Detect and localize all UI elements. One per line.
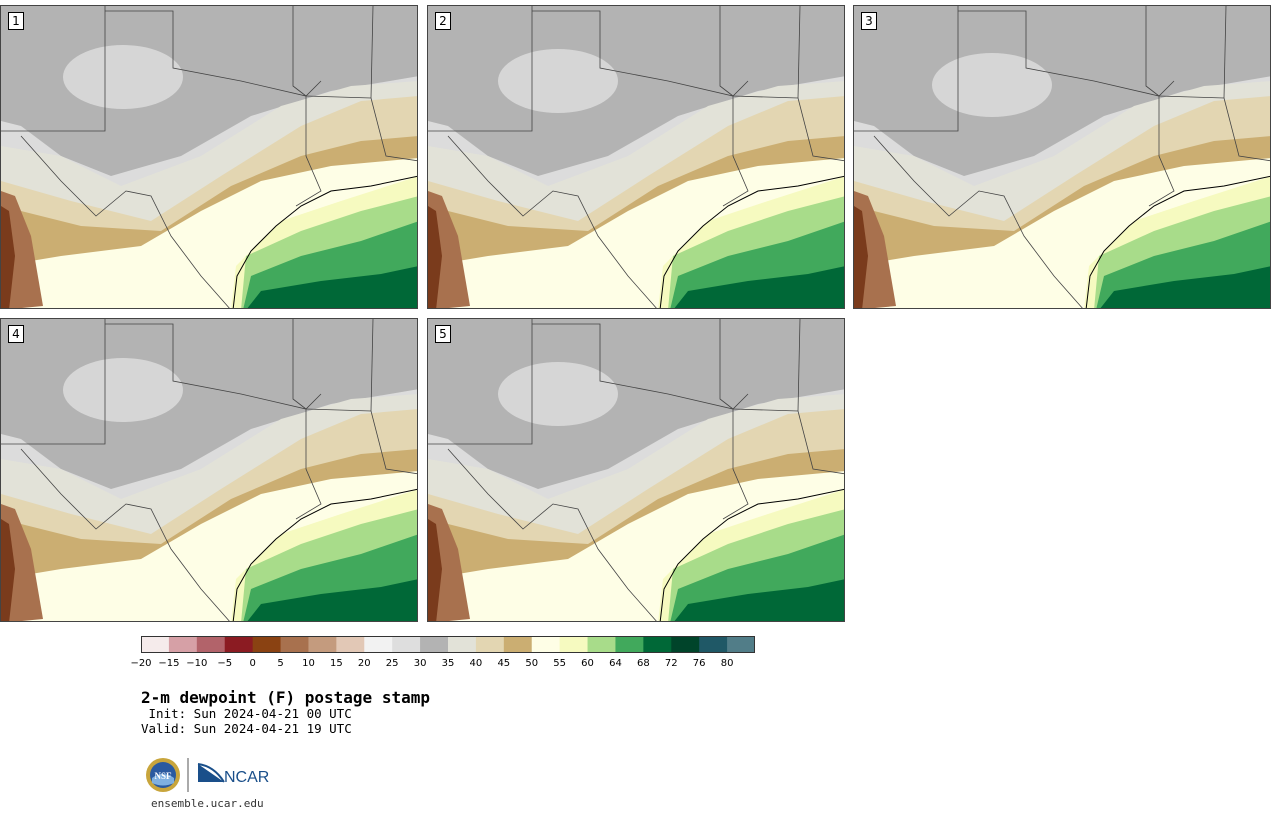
dewpoint-colorbar	[141, 636, 756, 657]
ncar-logo-icon	[198, 764, 224, 782]
colorbar-segment	[336, 636, 365, 653]
colorbar-segment	[364, 636, 393, 653]
colorbar-segment	[727, 636, 756, 653]
colorbar-segment	[699, 636, 728, 653]
colorbar-tick-label: −5	[217, 658, 233, 669]
member-panel-2: 2	[427, 5, 845, 309]
colorbar-segment	[196, 636, 226, 653]
colorbar-tick-label: 64	[609, 658, 622, 669]
site-url: ensemble.ucar.edu	[151, 797, 264, 810]
member-number-label: 2	[435, 12, 451, 30]
colorbar-tick-label: 5	[277, 658, 284, 669]
colorbar-segment	[168, 636, 198, 653]
nsf-logo-text: NSF	[154, 771, 172, 781]
colorbar-segment	[392, 636, 421, 653]
product-title: 2-m dewpoint (F) postage stamp	[141, 688, 430, 707]
colorbar-tick-label: 0	[249, 658, 256, 669]
member-panel-1: 1	[0, 5, 418, 309]
colorbar-tick-label: −20	[130, 658, 152, 669]
member-number-label: 1	[8, 12, 24, 30]
member-panel-5: 5	[427, 318, 845, 622]
ncar-logo-text: NCAR	[224, 769, 269, 786]
colorbar-segment	[475, 636, 505, 653]
colorbar-tick-label: 45	[497, 658, 511, 669]
colorbar-segment	[615, 636, 644, 653]
colorbar-segment	[587, 636, 616, 653]
colorbar-tick-label: −10	[186, 658, 208, 669]
valid-time: Valid: Sun 2024-04-21 19 UTC	[141, 721, 352, 736]
colorbar-tick-label: 15	[329, 658, 343, 669]
colorbar-tick-label: 25	[385, 658, 399, 669]
colorbar-tick-label: 20	[357, 658, 371, 669]
colorbar-segment	[671, 636, 700, 653]
colorbar-tick-label: 76	[692, 658, 706, 669]
member-panel-4: 4	[0, 318, 418, 622]
colorbar-tick-label: 30	[413, 658, 427, 669]
colorbar-segment	[559, 636, 589, 653]
colorbar-segment	[448, 636, 477, 653]
colorbar-segment	[252, 636, 282, 653]
colorbar-segment	[141, 636, 170, 653]
colorbar-tick-label: 72	[664, 658, 678, 669]
colorbar-segment	[531, 636, 561, 653]
colorbar-tick-label: 60	[581, 658, 594, 669]
nsf-ncar-logo: NSF NCAR	[144, 756, 274, 798]
colorbar-segment	[308, 636, 337, 653]
colorbar-segment	[643, 636, 672, 653]
colorbar-tick-label: −15	[158, 658, 180, 669]
colorbar-tick-label: 10	[302, 658, 315, 669]
member-number-label: 4	[8, 325, 24, 343]
colorbar-tick-label: 68	[636, 658, 650, 669]
colorbar-tick-label: 35	[441, 658, 455, 669]
colorbar-tick-label: 55	[553, 658, 566, 669]
colorbar-segment	[224, 636, 254, 653]
member-number-label: 5	[435, 325, 451, 343]
colorbar-segment	[503, 636, 533, 653]
colorbar-tick-label: 40	[469, 658, 483, 669]
member-panel-3: 3	[853, 5, 1271, 309]
colorbar-tick-label: 50	[525, 658, 539, 669]
init-time: Init: Sun 2024-04-21 00 UTC	[141, 706, 352, 721]
colorbar-tick-label: 80	[720, 658, 734, 669]
colorbar-segment	[280, 636, 309, 653]
colorbar-segment	[420, 636, 449, 653]
member-number-label: 3	[861, 12, 877, 30]
